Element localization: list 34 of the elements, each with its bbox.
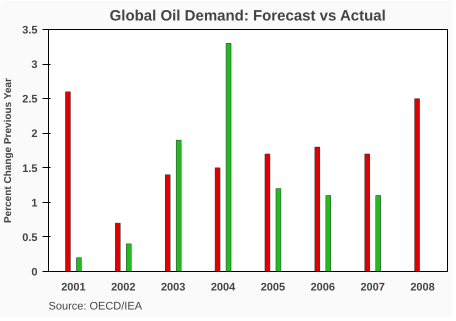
y-tick-label: 2 (31, 128, 38, 140)
bar (414, 98, 420, 272)
x-tick-label: 2001 (61, 282, 86, 294)
bar (115, 222, 121, 272)
bar (375, 195, 381, 272)
source-note: Source: OECD/IEA (48, 300, 143, 312)
x-tick-label: 2006 (310, 282, 336, 294)
bar (364, 154, 370, 272)
y-tick-label: 3.5 (22, 24, 38, 36)
bar (214, 168, 220, 272)
y-tick-label: 1 (31, 197, 38, 210)
y-axis-title: Percent Change Previous Year (3, 78, 14, 224)
x-tick-label: 2005 (260, 282, 286, 294)
x-tick-label: 2007 (360, 282, 385, 294)
chart-title: Global Oil Demand: Forecast vs Actual (110, 8, 386, 24)
bar (76, 257, 82, 272)
bar (65, 91, 71, 272)
x-tick-label: 2002 (111, 282, 136, 294)
bar (264, 154, 270, 272)
bar (314, 146, 320, 272)
y-tick-label: 3 (31, 59, 38, 72)
bar (164, 174, 170, 272)
y-tick-label: 2.5 (22, 94, 38, 106)
y-tick-label: 0 (31, 266, 38, 278)
bar (126, 244, 132, 272)
bar (326, 195, 332, 272)
bar (176, 140, 182, 272)
bar (226, 43, 232, 272)
x-tick-label: 2004 (210, 282, 236, 294)
x-tick-label: 2008 (410, 282, 435, 294)
y-tick-label: 1.5 (22, 162, 38, 175)
y-tick-label: 0.5 (22, 232, 38, 244)
x-tick-label: 2003 (160, 282, 186, 294)
bar (276, 188, 282, 272)
